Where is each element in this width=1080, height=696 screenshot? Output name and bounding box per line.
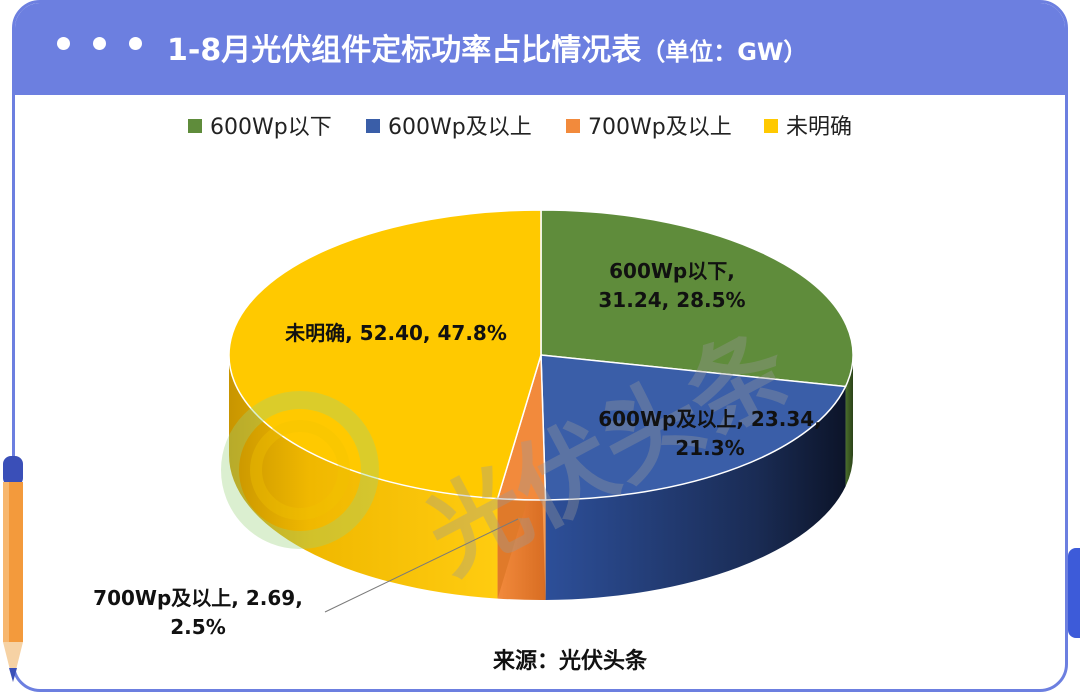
title-bar: 1-8月光伏组件定标功率占比情况表（单位：GW） <box>15 3 1065 95</box>
legend-swatch <box>566 119 580 133</box>
data-labels: 600Wp以下, 31.24, 28.5% 600Wp及以上, 23.34, 21.3… <box>93 259 822 639</box>
legend-item: 700Wp及以上 <box>566 115 732 140</box>
side-tab <box>1068 548 1080 638</box>
legend-label: 600Wp以下 <box>210 115 332 140</box>
leader-line <box>324 518 519 613</box>
pie-slice-- <box>228 209 542 500</box>
data-label-700wp-: 700Wp及以上, 2.69, 2.5% <box>93 586 303 639</box>
watermark-logo-icon <box>221 391 379 549</box>
legend-item: 600Wp及以上 <box>366 115 532 140</box>
pencil-icon <box>3 456 23 682</box>
source-text: 来源：光伏头条 <box>492 648 648 674</box>
legend-label: 700Wp及以上 <box>588 115 732 140</box>
legend-swatch <box>764 119 778 133</box>
legend-label: 未明确 <box>786 115 852 140</box>
data-label-600wp-: 600Wp以下, 31.24, 28.5% <box>598 259 745 312</box>
legend-swatch <box>188 119 202 133</box>
pie-slice-600wp- <box>540 209 854 388</box>
pie-tops <box>228 209 854 501</box>
pie-side-1 <box>845 355 853 487</box>
watermark-logo-icon <box>250 420 350 520</box>
legend-item: 未明确 <box>764 115 852 140</box>
window-dot-icon <box>129 37 142 50</box>
legend-swatch <box>366 119 380 133</box>
unit-label: （单位：GW） <box>641 38 808 66</box>
chart-title: 1-8月光伏组件定标功率占比情况表（单位：GW） <box>167 33 808 68</box>
legend-item: 600Wp以下 <box>188 115 332 140</box>
data-label-600wp-: 600Wp及以上, 23.34, 21.3% <box>598 407 822 460</box>
chart-legend: 600Wp以下 600Wp及以上 700Wp及以上 未明确 <box>188 115 852 140</box>
data-label--: 未明确, 52.40, 47.8% <box>285 321 507 345</box>
pie-side-2 <box>545 386 846 600</box>
pie-slice-600wp- <box>540 354 847 501</box>
window-dot-icon <box>93 37 106 50</box>
window-dot-icon <box>57 37 70 50</box>
pie-side-4 <box>229 355 498 599</box>
legend-label: 600Wp及以上 <box>388 115 532 140</box>
